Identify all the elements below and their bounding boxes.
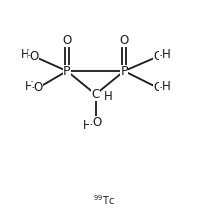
Text: P: P bbox=[120, 65, 128, 77]
Text: H: H bbox=[83, 119, 92, 132]
Text: H: H bbox=[21, 48, 30, 61]
Text: –: – bbox=[28, 50, 33, 61]
Text: O: O bbox=[62, 34, 72, 47]
Text: O: O bbox=[120, 34, 129, 47]
Text: –: – bbox=[89, 119, 95, 130]
Text: H: H bbox=[25, 80, 34, 93]
Text: O: O bbox=[153, 81, 162, 94]
Text: P: P bbox=[63, 65, 71, 77]
Text: H: H bbox=[162, 80, 171, 93]
Text: H: H bbox=[162, 48, 171, 61]
Text: C: C bbox=[91, 88, 100, 101]
Text: –: – bbox=[32, 82, 37, 92]
Text: O: O bbox=[93, 116, 102, 129]
Text: –: – bbox=[159, 82, 164, 92]
Text: O: O bbox=[34, 81, 43, 94]
Text: $^{99}$Tc: $^{99}$Tc bbox=[93, 193, 114, 207]
Text: O: O bbox=[30, 50, 39, 63]
Text: O: O bbox=[153, 50, 162, 63]
Text: –: – bbox=[159, 50, 164, 61]
Text: H: H bbox=[103, 90, 112, 103]
